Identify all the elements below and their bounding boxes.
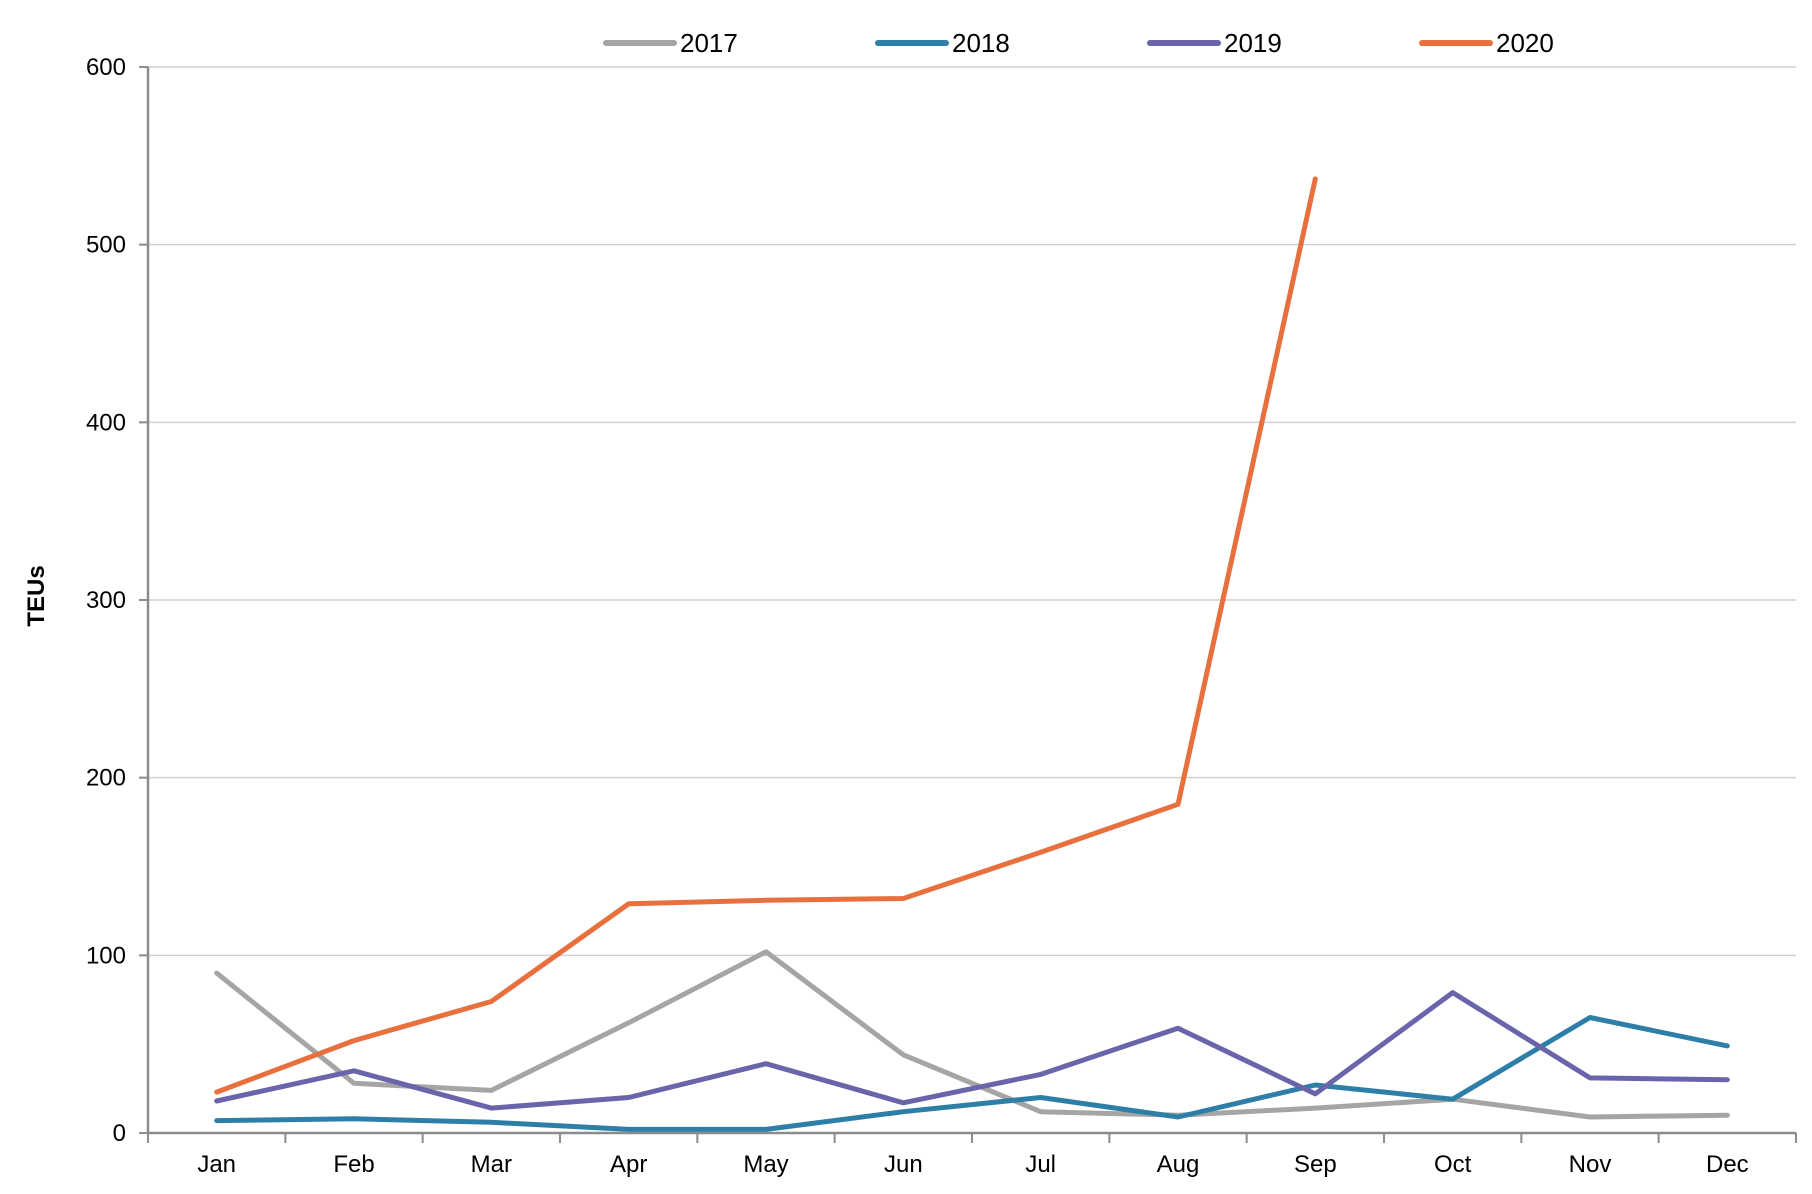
x-tick-label: Aug (1157, 1151, 1200, 1178)
y-tick-label: 200 (86, 765, 126, 792)
x-tick-label: Sep (1294, 1151, 1337, 1178)
legend-label: 2018 (952, 28, 1010, 58)
x-tick-label: Jun (884, 1151, 923, 1178)
x-tick-label: Jan (197, 1151, 236, 1178)
y-tick-label: 400 (86, 409, 126, 436)
x-tick-label: Oct (1434, 1151, 1472, 1178)
axes: 0 100 200 300 400 500 600 Jan Feb Mar Apr May Jun Jul… (86, 54, 1797, 1178)
series-line-2018 (214, 1015, 1730, 1132)
legend-label: 2017 (680, 28, 738, 58)
legend-label: 2019 (1224, 28, 1282, 58)
x-tick-label: Dec (1706, 1151, 1749, 1178)
y-tick-label: 500 (86, 232, 126, 259)
x-tick-label: May (743, 1151, 788, 1178)
y-tick-label: 100 (86, 942, 126, 969)
y-tick-label: 300 (86, 587, 126, 614)
y-tick-label: 600 (86, 54, 126, 81)
legend: 2017 2018 2019 2020 (603, 28, 1554, 58)
series-line-2020 (214, 176, 1318, 1095)
series-lines (214, 176, 1730, 1132)
y-tick-label: 0 (113, 1120, 126, 1147)
gridlines (148, 66, 1796, 957)
series-line-2019 (214, 990, 1730, 1111)
series-line-2017 (214, 949, 1730, 1120)
x-tick-label: Nov (1569, 1151, 1612, 1178)
x-tick-label: Mar (471, 1151, 512, 1178)
x-tick-label: Feb (333, 1151, 374, 1178)
legend-label: 2020 (1496, 28, 1554, 58)
x-tick-label: Jul (1025, 1151, 1056, 1178)
y-axis-title: TEUs (23, 565, 50, 626)
x-tick-label: Apr (610, 1151, 647, 1178)
